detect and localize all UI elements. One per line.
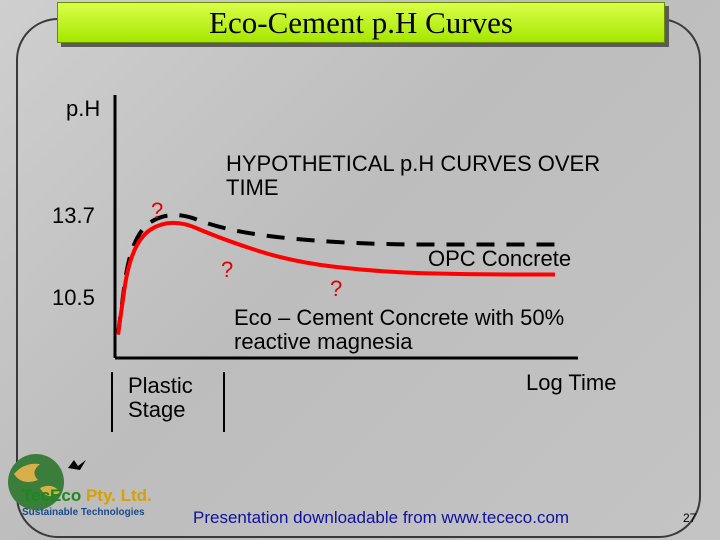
chart-title: HYPOTHETICAL p.H CURVES OVER TIME <box>226 151 601 200</box>
x-axis-label: Log Time <box>526 370 617 395</box>
page-number: 27 <box>683 511 697 525</box>
y-axis-label: p.H <box>66 96 101 121</box>
question-mark-annotation: ? <box>151 198 164 223</box>
footer-text: Presentation downloadable from www.tecec… <box>193 508 570 527</box>
question-mark-annotation: ? <box>330 276 343 301</box>
series-line-eco <box>116 220 555 335</box>
tececo-logo <box>8 454 86 510</box>
slide-title: Eco-Cement p.H Curves <box>209 4 513 40</box>
logo-wordmark: TecEco Pty. Ltd. <box>22 486 152 505</box>
y-tick-label: 10.5 <box>52 285 95 310</box>
legend-opc-label: OPC Concrete <box>428 246 572 271</box>
logo-tagline: Sustainable Technologies <box>22 507 145 518</box>
y-tick-label: 13.7 <box>52 203 95 228</box>
legend-eco-label: Eco – Cement Concrete with 50% reactive … <box>234 305 565 354</box>
title-banner: Eco-Cement p.H Curves <box>57 2 665 43</box>
question-mark-annotation: ? <box>221 257 234 282</box>
plastic-stage-label: Plastic Stage <box>128 373 193 422</box>
